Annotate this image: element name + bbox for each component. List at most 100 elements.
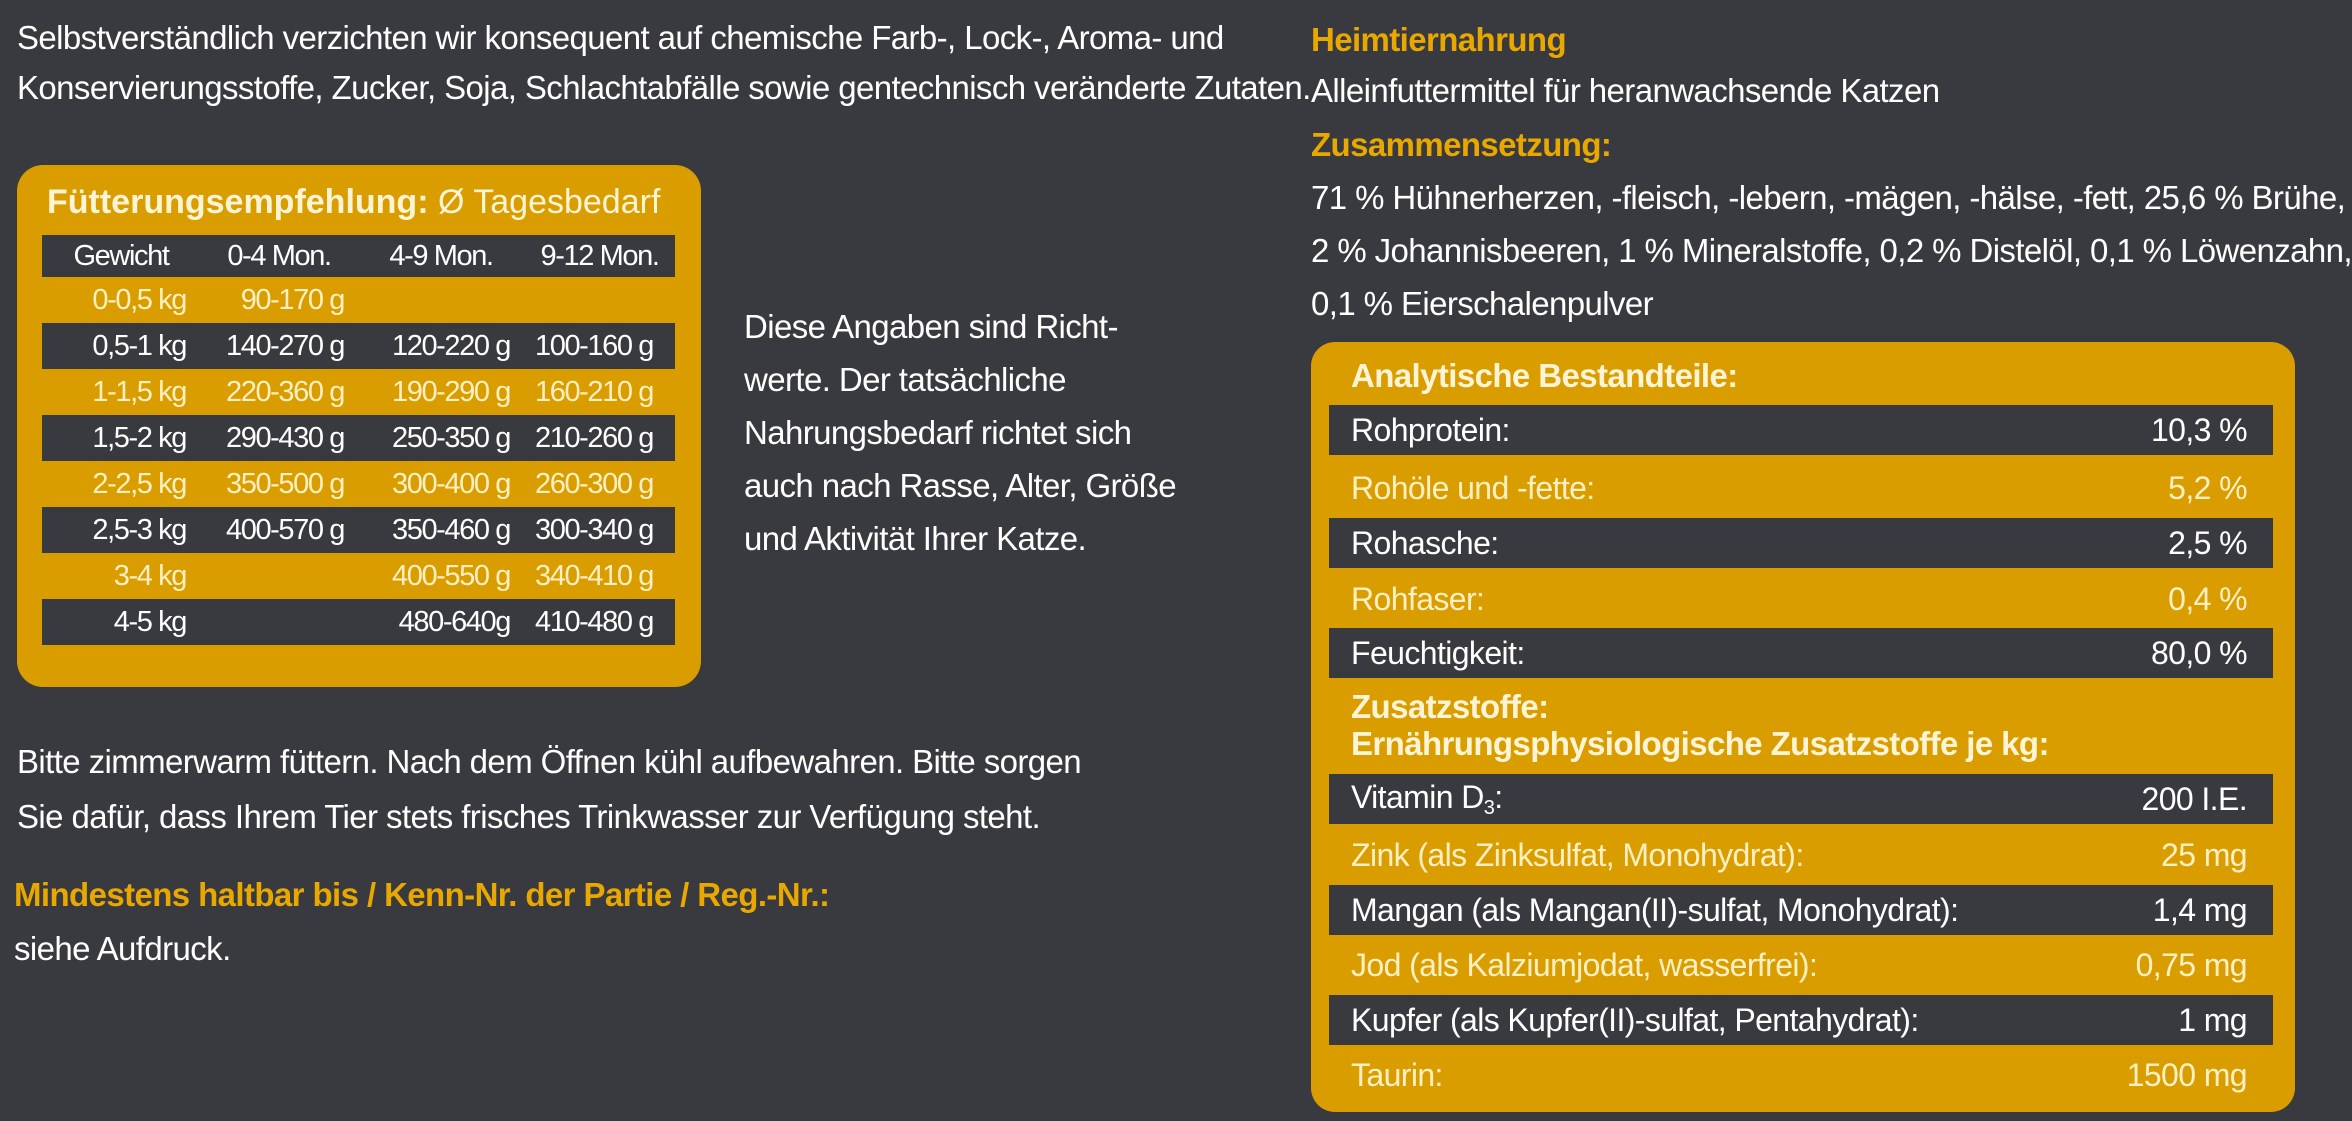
table-row: 4-5 kg 480-640g 410-480 g (42, 599, 675, 645)
guideline-note: Diese Angaben sind Richt- werte. Der tat… (744, 300, 1177, 565)
table-row: 0,5-1 kg 140-270 g 120-220 g 100-160 g (42, 323, 675, 369)
cell-age-4-9: 400-550 g (391, 559, 511, 592)
cell-weight: 0,5-1 kg (42, 323, 200, 369)
additive-label: Taurin: (1351, 1056, 1443, 1093)
cell-age-0-4: 140-270 g (200, 323, 358, 369)
analysis-box: Analytische Bestandteile: Rohprotein: 10… (1311, 342, 2295, 1112)
header-age-4-9: 4-9 Mon. (358, 235, 524, 277)
cell-age-0-4: 90-170 g (240, 283, 346, 316)
cell-age-9-12: 260-300 g (534, 467, 654, 500)
cell-age-4-9: 480-640g (358, 599, 524, 645)
note-line: Diese Angaben sind Richt- (744, 308, 1119, 345)
analysis-value: 0,4 % (2168, 580, 2247, 617)
additives-heading: Zusatzstoffe: (1351, 688, 1549, 725)
analysis-label: Rohöle und -fette: (1351, 469, 1595, 506)
feeding-title-rest: Ø Tagesbedarf (428, 183, 661, 221)
cell-age-0-4: 350-500 g (225, 467, 345, 500)
composition-text: 71 % Hühnerherzen, -fleisch, -lebern, -m… (1311, 171, 2352, 330)
table-row: 1-1,5 kg 220-360 g 190-290 g 160-210 g (42, 369, 675, 415)
table-row: 1,5-2 kg 290-430 g 250-350 g 210-260 g (42, 415, 675, 461)
additive-value: 1500 mg (2126, 1056, 2248, 1093)
analysis-row: Rohfaser: 0,4 % (1329, 574, 2273, 624)
note-line: werte. Der tatsächliche (744, 361, 1066, 398)
analysis-row: Rohasche: 2,5 % (1329, 518, 2273, 568)
cell-age-0-4 (200, 553, 358, 599)
cell-age-9-12: 100-160 g (524, 323, 675, 369)
cell-weight: 1,5-2 kg (42, 415, 200, 461)
feeding-title: Fütterungsempfehlung: Ø Tagesbedarf (47, 177, 660, 227)
cell-weight: 3-4 kg (113, 559, 188, 592)
cell-age-0-4 (200, 599, 358, 645)
cell-age-9-12: 300-340 g (524, 507, 675, 553)
cell-weight: 1-1,5 kg (92, 375, 187, 408)
additive-row: Mangan (als Mangan(II)-sulfat, Monohydra… (1329, 885, 2273, 935)
additive-row: Jod (als Kalziumjodat, wasserfrei): 0,75… (1329, 940, 2273, 990)
additive-label: Kupfer (als Kupfer(II)-sulfat, Pentahydr… (1351, 1001, 1919, 1038)
serving-line-1: Bitte zimmerwarm füttern. Nach dem Öffne… (17, 743, 1082, 780)
cell-age-9-12: 340-410 g (534, 559, 654, 592)
table-row: 0-0,5 kg 90-170 g (42, 277, 675, 323)
intro-line-2: Konservierungsstoffe, Zucker, Soja, Schl… (17, 69, 1311, 106)
intro-line-1: Selbstverständlich verzichten wir konseq… (17, 19, 1224, 56)
table-row: 2,5-3 kg 400-570 g 350-460 g 300-340 g (42, 507, 675, 553)
feeding-recommendation-box: Fütterungsempfehlung: Ø Tagesbedarf Gewi… (17, 165, 701, 687)
additives-subheading: Ernährungsphysiologische Zusatzstoffe je… (1351, 725, 2049, 762)
analysis-label: Feuchtigkeit: (1351, 634, 1525, 671)
feeding-title-bold: Fütterungsempfehlung: (47, 183, 429, 221)
vitamin-colon: : (1494, 778, 1503, 815)
additive-value: 25 mg (2161, 836, 2248, 873)
note-line: auch nach Rasse, Alter, Größe (744, 467, 1177, 504)
analysis-value: 5,2 % (2168, 469, 2247, 506)
cell-age-0-4: 220-360 g (225, 375, 345, 408)
composition-line: 0,1 % Eierschalenpulver (1311, 285, 1654, 322)
serving-line-2: Sie dafür, dass Ihrem Tier stets frische… (17, 798, 1041, 835)
note-line: und Aktivität Ihrer Katze. (744, 520, 1087, 557)
vitamin-label: Vitamin D (1351, 778, 1484, 815)
cell-age-4-9: 350-460 g (358, 507, 524, 553)
cell-age-9-12: 410-480 g (524, 599, 675, 645)
cell-age-4-9: 300-400 g (391, 467, 511, 500)
product-heading: Heimtiernahrung (1311, 21, 1567, 58)
additive-row: Zink (als Zinksulfat, Monohydrat): 25 mg (1329, 830, 2273, 880)
additive-label: Zink (als Zinksulfat, Monohydrat): (1351, 836, 1804, 873)
best-before-heading: Mindestens haltbar bis / Kenn-Nr. der Pa… (14, 876, 830, 913)
analysis-row: Rohöle und -fette: 5,2 % (1329, 463, 2273, 513)
product-subtitle: Alleinfuttermittel für heranwachsende Ka… (1311, 72, 1940, 109)
composition-heading: Zusammensetzung: (1311, 126, 1612, 163)
table-row: 3-4 kg 400-550 g 340-410 g (42, 553, 675, 599)
feeding-table-header: Gewicht 0-4 Mon. 4-9 Mon. 9-12 Mon. (42, 235, 675, 277)
additive-value: 1 mg (2178, 1001, 2247, 1038)
cell-age-4-9: 120-220 g (358, 323, 524, 369)
additive-row: Taurin: 1500 mg (1329, 1050, 2273, 1100)
analysis-label: Rohasche: (1351, 524, 1499, 561)
header-age-9-12: 9-12 Mon. (524, 235, 675, 277)
additive-label: Jod (als Kalziumjodat, wasserfrei): (1351, 946, 1818, 983)
vitamin-subscript: 3 (1483, 796, 1495, 819)
cell-age-4-9: 190-290 g (391, 375, 511, 408)
additive-label: Vitamin D3: (1351, 779, 1503, 820)
best-before-text: siehe Aufdruck. (14, 930, 231, 967)
additive-value: 0,75 mg (2135, 946, 2248, 983)
analysis-heading: Analytische Bestandteile: (1351, 357, 1738, 394)
additive-value: 200 I.E. (2141, 780, 2248, 817)
analysis-value: 80,0 % (2150, 634, 2248, 671)
analysis-value: 10,3 % (2150, 411, 2248, 448)
additive-row-vitamin: Vitamin D3: 200 I.E. (1329, 774, 2273, 824)
cell-weight: 0-0,5 kg (92, 283, 187, 316)
cell-age-9-12 (524, 277, 675, 323)
cell-age-0-4: 400-570 g (200, 507, 358, 553)
additive-label: Mangan (als Mangan(II)-sulfat, Monohydra… (1351, 891, 1959, 928)
table-row: 2-2,5 kg 350-500 g 300-400 g 260-300 g (42, 461, 675, 507)
cell-age-9-12: 160-210 g (534, 375, 654, 408)
cell-weight: 4-5 kg (42, 599, 200, 645)
cell-age-4-9 (358, 277, 524, 323)
additive-row: Kupfer (als Kupfer(II)-sulfat, Pentahydr… (1329, 995, 2273, 1045)
analysis-value: 2,5 % (2168, 524, 2247, 561)
cell-age-4-9: 250-350 g (358, 415, 524, 461)
cell-weight: 2,5-3 kg (42, 507, 200, 553)
note-line: Nahrungsbedarf richtet sich (744, 414, 1132, 451)
composition-line: 2 % Johannisbeeren, 1 % Mineralstoffe, 0… (1311, 232, 2352, 269)
additive-value: 1,4 mg (2152, 891, 2248, 928)
analysis-row: Rohprotein: 10,3 % (1329, 405, 2273, 455)
header-weight: Gewicht (42, 235, 200, 277)
